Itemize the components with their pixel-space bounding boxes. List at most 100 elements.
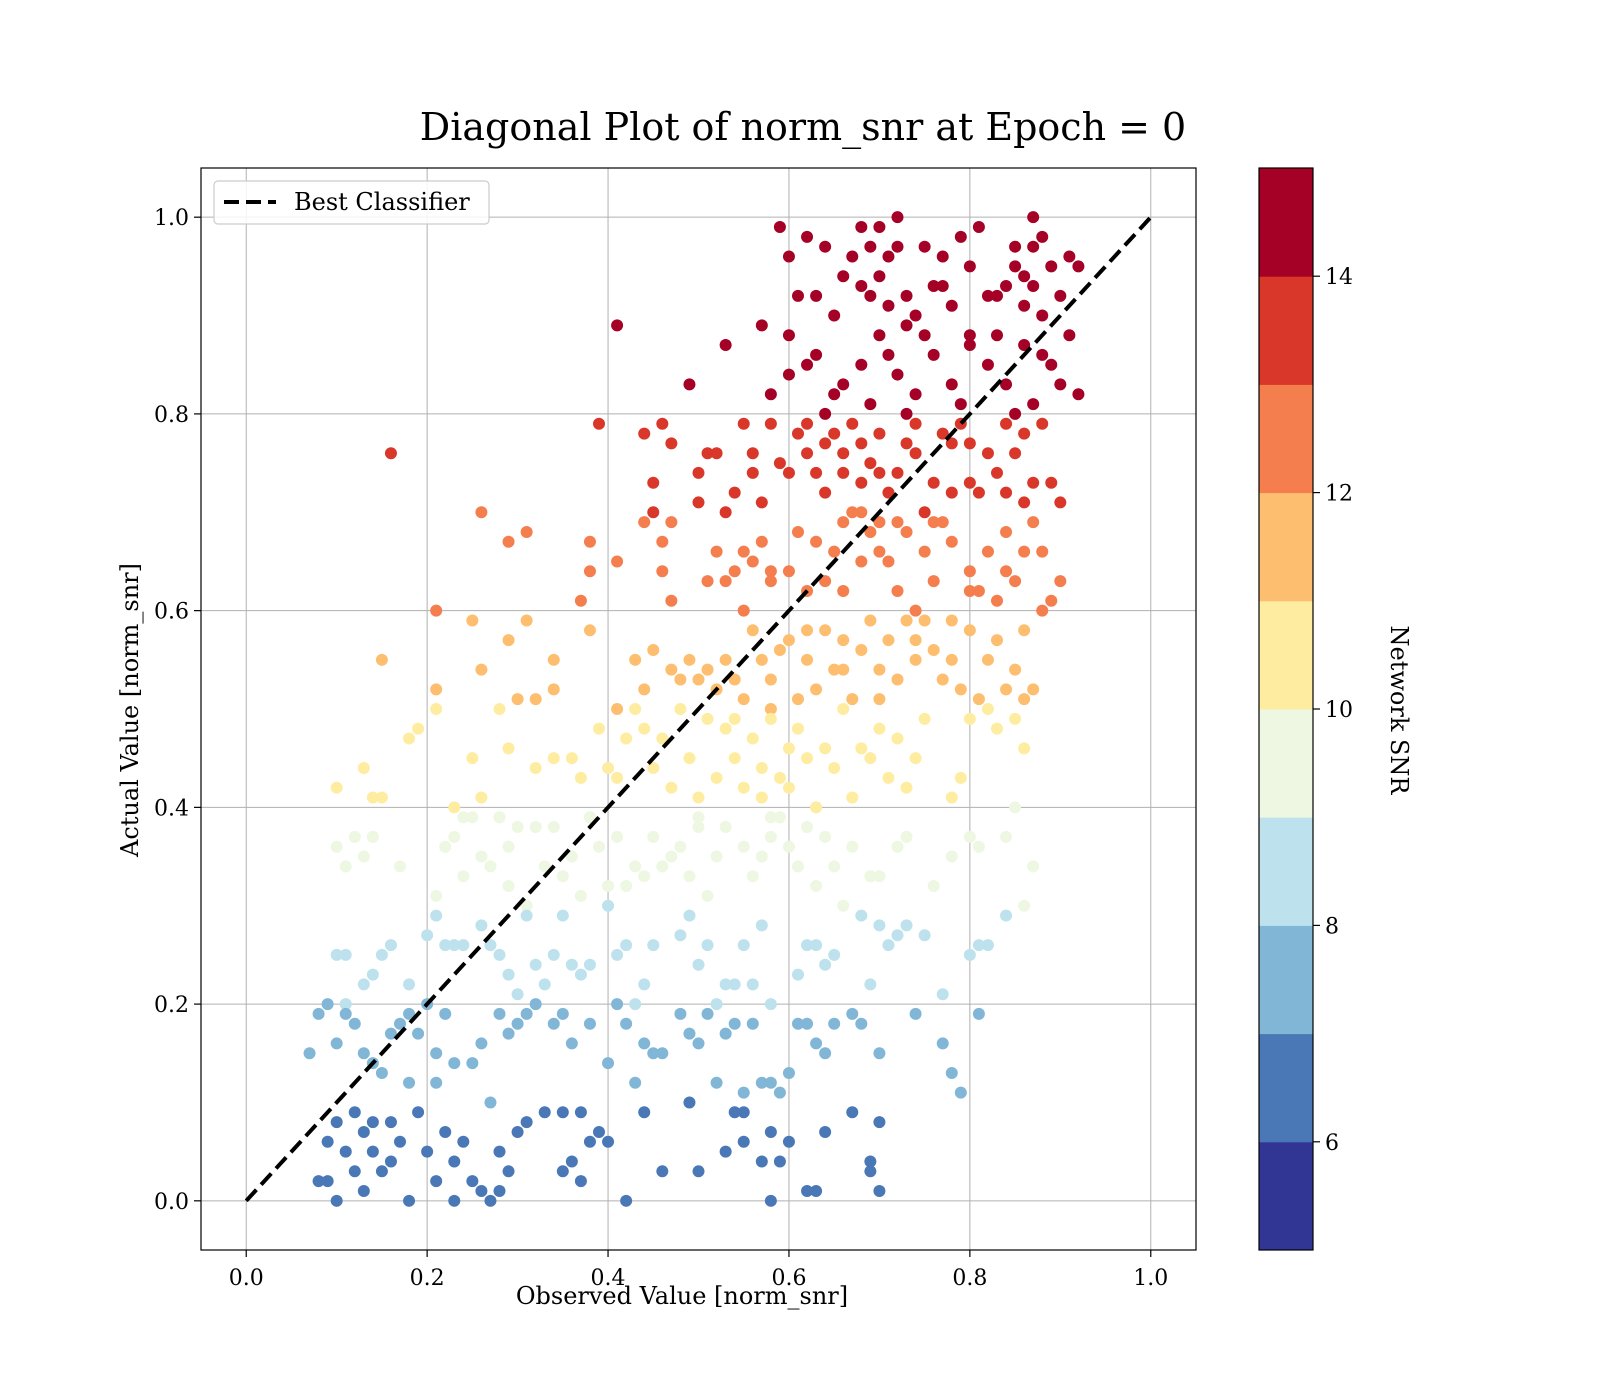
data-point xyxy=(728,486,741,499)
data-point xyxy=(810,1184,823,1197)
data-point xyxy=(583,535,596,548)
data-point xyxy=(873,270,886,283)
data-point xyxy=(900,319,913,332)
data-point xyxy=(1018,496,1031,509)
data-point xyxy=(837,466,850,479)
data-point xyxy=(810,466,823,479)
data-point xyxy=(855,437,868,450)
y-axis: 0.0 0.2 0.4 0.6 0.8 1.0 xyxy=(154,206,201,1215)
data-point xyxy=(855,643,868,656)
data-point xyxy=(719,722,732,735)
data-point xyxy=(538,978,551,991)
data-point xyxy=(357,1184,370,1197)
data-point xyxy=(656,732,669,745)
data-point xyxy=(846,506,859,519)
data-point xyxy=(864,525,877,538)
data-point xyxy=(918,614,931,627)
data-point xyxy=(819,1125,832,1138)
data-point xyxy=(801,230,814,243)
data-point xyxy=(963,476,976,489)
data-point xyxy=(321,998,334,1011)
data-point xyxy=(674,840,687,853)
colorbar-band xyxy=(1259,384,1313,494)
x-tick-label: 0.0 xyxy=(229,1266,264,1291)
data-point xyxy=(855,476,868,489)
data-point xyxy=(620,939,633,952)
data-point xyxy=(466,1057,479,1070)
data-point xyxy=(773,811,786,824)
data-point xyxy=(629,860,642,873)
data-point xyxy=(954,398,967,411)
data-point xyxy=(1000,417,1013,430)
colorbar-band xyxy=(1259,709,1313,818)
data-point xyxy=(502,1165,515,1178)
x-tick-label: 0.8 xyxy=(952,1266,987,1291)
data-point xyxy=(529,821,542,834)
data-point xyxy=(1000,378,1013,391)
data-point xyxy=(900,830,913,843)
data-point xyxy=(520,614,533,627)
data-points xyxy=(303,211,1085,1207)
data-point xyxy=(493,1184,506,1197)
data-point xyxy=(638,516,651,529)
data-point xyxy=(520,525,533,538)
data-point xyxy=(918,329,931,342)
data-point xyxy=(891,584,904,597)
data-point xyxy=(475,1184,488,1197)
data-point xyxy=(855,506,868,519)
data-point xyxy=(981,289,994,302)
data-point xyxy=(1054,289,1067,302)
data-point xyxy=(611,319,624,332)
data-point xyxy=(801,653,814,666)
data-point xyxy=(936,516,949,529)
data-point xyxy=(1027,476,1040,489)
data-point xyxy=(565,958,578,971)
data-point xyxy=(828,762,841,775)
data-point xyxy=(583,1135,596,1148)
data-point xyxy=(1054,575,1067,588)
data-point xyxy=(936,988,949,1001)
data-point xyxy=(909,1007,922,1020)
data-point xyxy=(1000,909,1013,922)
data-point xyxy=(855,1017,868,1030)
data-point xyxy=(1072,388,1085,401)
data-point xyxy=(1018,899,1031,912)
data-point xyxy=(357,762,370,775)
data-point xyxy=(547,683,560,696)
data-point xyxy=(1063,250,1076,263)
data-point xyxy=(828,1017,841,1030)
data-point xyxy=(638,722,651,735)
data-point xyxy=(873,427,886,440)
data-point xyxy=(900,781,913,794)
data-point xyxy=(909,417,922,430)
data-point xyxy=(991,329,1003,342)
data-point xyxy=(773,1086,786,1099)
data-point xyxy=(855,742,868,755)
data-point xyxy=(918,506,931,519)
data-point xyxy=(936,280,949,293)
chart-title: Diagonal Plot of norm_snr at Epoch = 0 xyxy=(420,105,1186,150)
data-point xyxy=(837,584,850,597)
data-point xyxy=(1027,516,1040,529)
data-point xyxy=(547,821,560,834)
data-point xyxy=(755,762,768,775)
data-point xyxy=(520,909,533,922)
y-tick-label: 0.6 xyxy=(154,600,189,625)
data-point xyxy=(864,978,877,991)
data-point xyxy=(963,339,976,352)
data-point xyxy=(746,870,759,883)
x-axis: 0.0 0.2 0.4 0.6 0.8 1.0 xyxy=(229,1250,1168,1291)
data-point xyxy=(701,712,714,725)
data-point xyxy=(954,1086,967,1099)
data-point xyxy=(448,1194,461,1207)
data-point xyxy=(1000,486,1013,499)
data-point xyxy=(810,535,823,548)
data-point xyxy=(1018,339,1031,352)
data-point xyxy=(430,1047,443,1060)
x-tick-label: 0.6 xyxy=(771,1266,806,1291)
data-point xyxy=(629,653,642,666)
data-point xyxy=(764,673,777,686)
data-point xyxy=(475,506,488,519)
y-tick-label: 0.8 xyxy=(154,403,189,428)
data-point xyxy=(565,752,578,765)
